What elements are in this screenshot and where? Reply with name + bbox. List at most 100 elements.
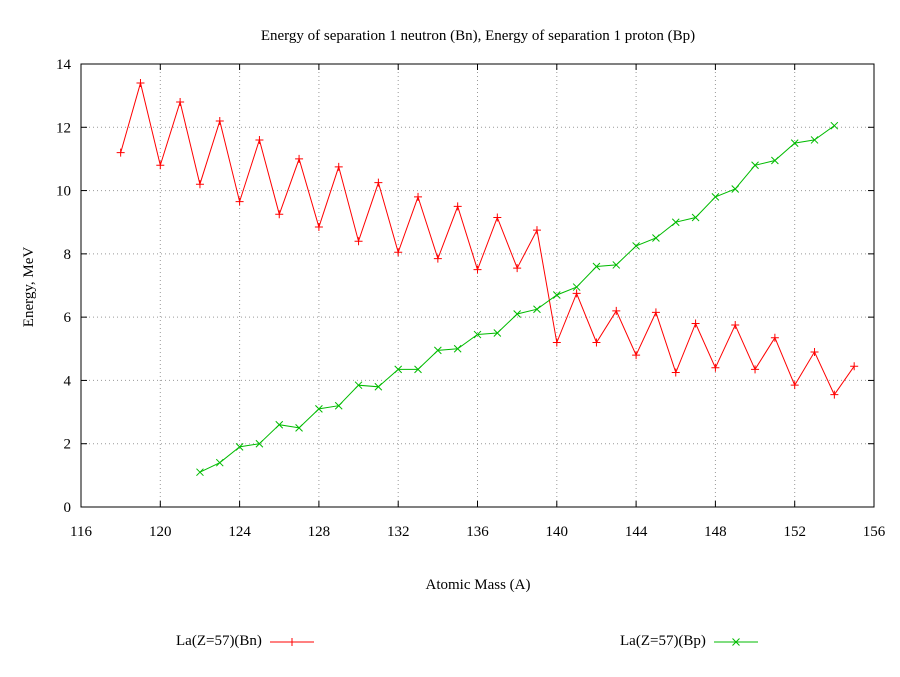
data-point <box>176 97 185 106</box>
data-point <box>394 248 403 257</box>
data-point <box>453 202 462 211</box>
x-tick-label: 116 <box>70 524 92 540</box>
data-point <box>751 365 760 374</box>
legend-label-bp: La(Z=57)(Bp) <box>620 633 706 649</box>
data-point <box>513 264 522 273</box>
data-point <box>315 405 323 413</box>
data-point <box>632 351 641 360</box>
data-point <box>731 185 740 193</box>
data-point <box>235 443 244 451</box>
x-tick-label: 156 <box>863 524 886 540</box>
data-point <box>532 226 541 235</box>
x-tick-label: 148 <box>704 524 727 540</box>
data-point <box>771 156 779 165</box>
x-tick-label: 140 <box>546 524 569 540</box>
x-tick-label: 132 <box>387 524 410 540</box>
data-point <box>632 242 640 250</box>
data-point <box>552 338 561 347</box>
data-point <box>493 213 502 222</box>
data-point <box>235 197 244 206</box>
data-point <box>473 330 482 339</box>
data-point <box>493 329 502 337</box>
series-1 <box>196 121 839 477</box>
axes: 116 120 124 128 132 136 140 144 148 152 156 0 2 4 6 8 10… <box>56 57 886 540</box>
legend-label-bn: La(Z=57)(Bn) <box>176 633 262 649</box>
data-point <box>513 310 522 318</box>
data-point <box>572 289 581 298</box>
data-point <box>433 254 442 263</box>
data-point <box>354 237 363 246</box>
data-point <box>215 116 224 125</box>
y-tick-label: 4 <box>64 373 72 389</box>
data-point <box>751 161 759 170</box>
data-point <box>374 382 383 391</box>
data-point <box>295 424 303 432</box>
data-point <box>314 222 323 231</box>
y-tick-label: 0 <box>64 500 72 516</box>
legend-swatch-bn <box>269 637 314 646</box>
data-point <box>671 368 680 377</box>
y-tick-label: 14 <box>56 57 72 73</box>
data-point <box>592 338 601 347</box>
grid <box>81 64 874 507</box>
series-line <box>120 81 855 396</box>
data-point <box>275 210 284 219</box>
data-point <box>156 161 165 170</box>
data-point <box>572 283 581 291</box>
data-point <box>592 262 601 271</box>
data-point <box>850 362 859 371</box>
data-point <box>830 390 839 399</box>
data-point <box>711 193 720 201</box>
data-point <box>433 346 442 355</box>
data-point <box>533 305 541 314</box>
data-point <box>215 458 224 467</box>
legend-swatch-bp <box>713 637 758 646</box>
x-tick-label: 144 <box>625 524 648 540</box>
data-point <box>354 381 363 390</box>
x-tick-label: 128 <box>308 524 331 540</box>
x-axis-label: Atomic Mass (A) <box>426 577 531 593</box>
data-point <box>552 291 561 299</box>
data-point <box>334 401 343 410</box>
data-point <box>612 261 621 269</box>
data-point <box>790 139 799 147</box>
y-tick-label: 2 <box>64 437 72 453</box>
data-point <box>473 265 482 274</box>
y-axis-label: Energy, MeV <box>21 247 37 328</box>
data-point <box>374 178 383 187</box>
data-point <box>691 319 700 328</box>
data-point <box>651 308 660 317</box>
data-point <box>394 365 403 374</box>
data-point <box>711 363 720 372</box>
x-tick-label: 136 <box>466 524 489 540</box>
chart-title: Energy of separation 1 neutron (Bn), Ene… <box>261 28 695 44</box>
data-point <box>810 136 819 144</box>
data-point <box>255 135 264 144</box>
data-point <box>453 344 462 353</box>
data-point <box>671 218 680 227</box>
data-point <box>275 420 284 429</box>
y-tick-label: 8 <box>64 247 72 263</box>
data-point <box>770 333 779 342</box>
x-tick-label: 120 <box>149 524 172 540</box>
legend-bn: La(Z=57)(Bn) <box>176 633 316 650</box>
data-point <box>255 439 264 448</box>
y-tick-label: 10 <box>56 184 71 200</box>
series-layer <box>116 78 859 477</box>
x-tick-label: 152 <box>783 524 806 540</box>
data-point <box>136 78 145 87</box>
data-point <box>790 381 799 390</box>
data-point <box>334 162 343 171</box>
data-point <box>414 192 423 201</box>
data-point <box>652 234 660 242</box>
data-point <box>731 321 740 330</box>
data-point <box>116 148 125 157</box>
data-point <box>414 365 422 374</box>
x-tick-label: 124 <box>228 524 251 540</box>
series-line <box>199 125 835 473</box>
data-point <box>830 121 839 130</box>
y-tick-label: 6 <box>64 310 72 326</box>
data-point <box>195 180 204 189</box>
legend-bp: La(Z=57)(Bp) <box>620 633 760 650</box>
